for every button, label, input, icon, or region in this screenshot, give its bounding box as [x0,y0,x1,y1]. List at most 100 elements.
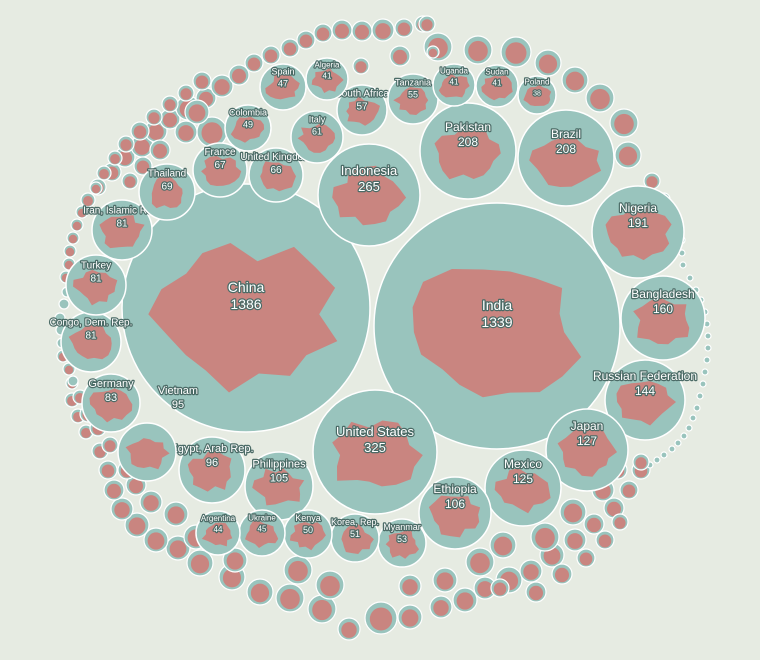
bubble-label-sudan: Sudan [485,67,508,76]
bubble-tanzania: Tanzania 55 [387,73,439,125]
small-bubble-shape [607,501,621,517]
bubble-label-ukraine: Ukraine [248,513,276,522]
small-bubble-91 [689,414,697,422]
small-bubble-circle [689,414,697,422]
small-bubble-shape [493,536,513,556]
bubble-label-china: China [228,279,265,295]
bubble-vietnam: Vietnam 95 [117,384,199,482]
small-bubble-shape [264,49,278,63]
country-shape-ethiopia [428,495,481,538]
small-bubble-132 [177,84,195,102]
small-bubble-shape [375,23,391,39]
bubble-philippines: Philippines 105 [244,451,314,521]
bubble-label-vietnam: Vietnam [158,385,198,397]
small-bubble-shape [169,540,187,558]
small-bubble-79 [686,274,694,282]
small-bubble-shape [587,517,601,533]
small-bubble-5 [473,576,497,600]
bubble-value-tanzania: 55 [408,89,418,99]
bubble-argentina: Argentina 44 [195,510,241,556]
bubble-label-kenya: Kenya [295,513,321,523]
bubble-label-iran-islamic-rep: Iran, Islamic Rep. [83,206,161,217]
small-bubble-69 [585,83,615,113]
bubble-value-poland: 38 [533,91,541,98]
small-bubble-shape [114,502,130,518]
small-bubble-43 [80,192,96,208]
small-bubble-3 [429,595,453,619]
bubble-label-spain: Spain [271,66,294,76]
small-bubble-shape [598,534,612,548]
small-bubble-shape [341,622,357,638]
small-bubble-68 [561,66,589,94]
bubble-label-turkey: Turkey [81,261,111,272]
small-bubble-shape [68,234,78,244]
small-bubble-66 [500,36,532,68]
small-bubble-circle [58,298,70,310]
small-bubble-107 [559,498,587,526]
small-bubble-139 [89,181,103,195]
small-bubble-shape [128,517,146,535]
small-bubble-93 [680,432,688,440]
bubble-value-algeria: 41 [323,71,332,80]
small-bubble-95 [668,445,676,453]
bubble-value-spain: 47 [278,78,288,88]
bubble-label-france: France [204,147,236,158]
small-bubble-shape [468,40,488,62]
bubble-value-south-africa: 57 [356,101,368,112]
bubble-value-colombia: 49 [243,119,253,129]
country-shape-russian-federation [616,381,676,426]
small-bubble-shape [299,34,313,48]
small-bubble-143 [149,139,171,161]
small-bubble-shape [91,184,101,194]
small-bubble-circle [685,424,693,432]
small-bubble-shape [143,495,159,511]
bubble-label-myanmar: Myanmar [383,522,421,532]
bubble-label-tanzania: Tanzania [395,77,431,87]
small-bubble-circle [653,456,661,464]
small-bubble-41 [70,218,84,232]
small-bubble-99 [632,453,650,471]
small-bubble-7 [519,559,543,583]
small-bubble-shape [101,464,115,478]
small-bubble-71 [614,141,642,169]
small-bubble-2 [397,604,423,630]
country-shape-brazil [529,134,602,187]
country-shape-kenya [289,522,326,551]
country-shape-united-states [332,420,423,487]
small-bubble-shape [134,139,150,155]
small-bubble-70 [609,108,639,138]
small-bubble-145 [121,172,139,190]
bubble-label-poland: Poland [525,78,550,87]
country-shape-egypt-arab-rep [187,450,232,492]
small-bubble-24 [98,460,118,480]
small-bubble-127 [551,563,573,585]
bubble-value-egypt-arab-rep: 96 [206,457,218,469]
small-bubble-122 [418,15,436,33]
small-bubble-17 [218,563,246,591]
small-bubble-86 [703,356,711,364]
bubble-iran-islamic-rep: Iran, Islamic Rep. 81 [82,199,162,261]
country-shape-turkey [73,269,118,306]
bubble-germany: Germany 83 [81,373,141,433]
bubble-label-south-africa: South Africa [335,88,389,99]
country-shape-thailand [151,175,183,209]
small-bubble-94 [674,439,682,447]
small-bubble-shape [201,122,223,144]
small-bubble-shape [214,79,230,95]
small-bubble-90 [693,404,701,412]
small-bubble-circle [704,332,712,340]
country-shape-iran-islamic-rep [99,215,145,249]
small-bubble-shape [180,88,192,100]
bubble-thailand: Thailand 69 [138,163,196,221]
small-bubble-136 [117,135,135,153]
small-bubble-shape [402,579,418,595]
bubble-value-turkey: 81 [90,274,102,285]
small-bubble-shape [614,113,634,135]
country-shape-colombia [230,116,265,143]
bubble-value-korea-rep: 51 [350,529,360,539]
small-bubble-144 [133,156,153,176]
small-bubble-shape [81,427,91,439]
